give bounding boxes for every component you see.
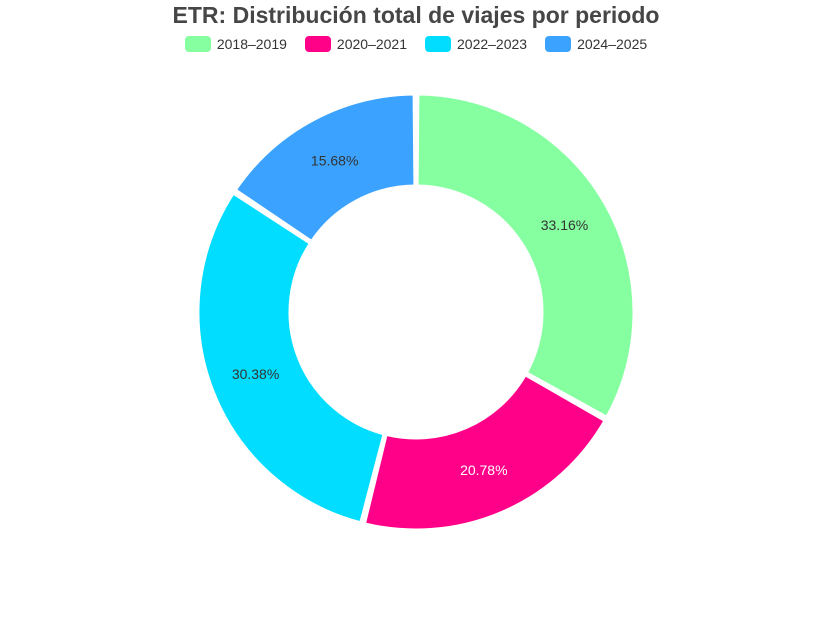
legend-swatch-2022-2023: [425, 36, 451, 52]
legend-item-2020-2021[interactable]: 2020–2021: [304, 36, 407, 52]
legend-swatch-2018-2019: [184, 36, 211, 52]
slice-label-2018-2019: 33.16%: [541, 217, 588, 233]
legend-label-2018-2019: 2018–2019: [216, 36, 287, 52]
slice-label-2024-2025: 15.68%: [311, 152, 358, 168]
slice-2024-2025[interactable]: [233, 92, 417, 243]
legend-label-2024-2025: 2024–2025: [577, 36, 648, 52]
slice-2018-2019[interactable]: [415, 92, 636, 419]
legend-label-2022-2023: 2022–2023: [457, 36, 528, 52]
legend-swatch-2020-2021: [304, 36, 331, 52]
legend-item-2024-2025[interactable]: 2024–2025: [545, 36, 647, 52]
legend-swatch-2024-2025: [545, 36, 572, 52]
slice-2020-2021[interactable]: [362, 373, 607, 532]
legend-item-2018-2019[interactable]: 2018–2019: [184, 36, 287, 52]
slice-2022-2023[interactable]: [196, 191, 386, 525]
slice-label-2022-2023: 30.38%: [232, 366, 279, 382]
legend-item-2022-2023[interactable]: 2022–2023: [425, 36, 527, 52]
slice-label-2020-2021: 20.78%: [460, 462, 507, 478]
legend-label-2020-2021: 2020–2021: [336, 36, 407, 52]
legend: 2018–2019 2020–2021 2022–2023 2024–2025: [0, 36, 832, 52]
chart-title: ETR: Distribución total de viajes por pe…: [172, 2, 660, 28]
